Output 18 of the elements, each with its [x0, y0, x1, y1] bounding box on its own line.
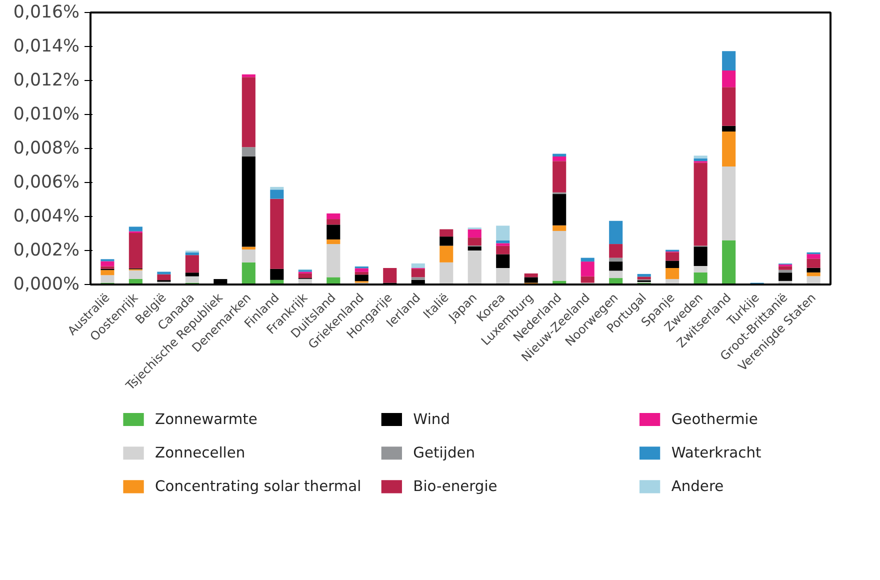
- y-tick-label: 0,010%: [13, 104, 80, 124]
- y-tick-label: 0,014%: [13, 36, 80, 56]
- legend-label: Getijden: [413, 444, 476, 462]
- y-tick-label: 0,006%: [13, 172, 80, 192]
- legend-label: Bio-energie: [413, 478, 498, 496]
- y-tick-label: 0,008%: [13, 138, 80, 158]
- legend-label: Zonnecellen: [155, 444, 246, 462]
- legend-label: Waterkracht: [671, 444, 762, 462]
- y-tick-label: 0,016%: [13, 2, 80, 22]
- legend-label: Concentrating solar thermal: [155, 478, 362, 496]
- y-tick-label: 0,002%: [13, 240, 80, 260]
- y-tick-label: 0,004%: [13, 206, 80, 226]
- legend-label: Zonnewarmte: [155, 411, 258, 428]
- y-tick-label: 0,000%: [13, 274, 80, 294]
- legend-label: Geothermie: [671, 411, 758, 428]
- y-tick-label: 0,012%: [13, 70, 80, 90]
- legend-label: Andere: [671, 478, 724, 496]
- legend-label: Wind: [413, 411, 450, 428]
